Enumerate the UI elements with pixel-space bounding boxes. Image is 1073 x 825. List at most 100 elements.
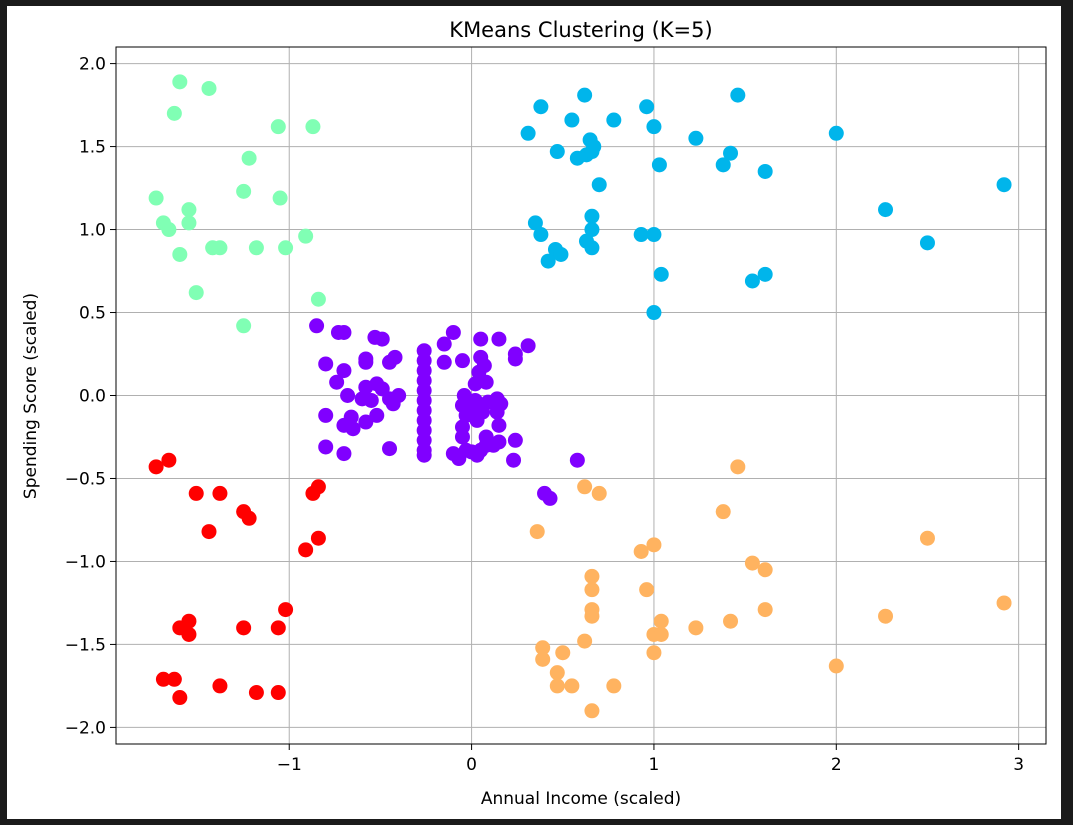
- cluster-4-point: [236, 620, 252, 636]
- cluster-3-point: [757, 562, 773, 578]
- cluster-2-point: [241, 150, 257, 166]
- y-tick-label: 1.0: [79, 221, 106, 241]
- cluster-1-point: [527, 215, 543, 231]
- cluster-2-point: [278, 240, 294, 256]
- cluster-2-point: [188, 285, 204, 301]
- cluster-0-point: [358, 414, 374, 430]
- cluster-2-point: [166, 105, 182, 121]
- cluster-0-point: [491, 417, 507, 433]
- cluster-2-point: [248, 240, 264, 256]
- ticks: −1 0 1 2 3 −2.0 −1.5 −1.0 −0.5 0.0 0.5 1.0 1.5 2.0: [65, 55, 1024, 775]
- cluster-3-point: [639, 582, 655, 598]
- y-tick-label: 2.0: [79, 55, 106, 75]
- cluster-1-point: [533, 227, 549, 243]
- cluster-3-point: [730, 459, 746, 475]
- cluster-1-point: [520, 125, 536, 141]
- y-axis-label: Spending Score (scaled): [21, 293, 41, 499]
- cluster-3-point: [584, 568, 600, 584]
- cluster-1-point: [653, 266, 669, 282]
- cluster-1-point: [584, 208, 600, 224]
- cluster-0-point: [369, 407, 385, 423]
- cluster-0-point: [506, 452, 522, 468]
- cluster-0-point: [467, 392, 483, 408]
- cluster-1-point: [639, 99, 655, 115]
- chart-title: KMeans Clustering (K=5): [449, 18, 712, 42]
- cluster-4-point: [212, 678, 228, 694]
- y-tick-label: 0.5: [79, 304, 106, 324]
- cluster-4-point: [172, 620, 188, 636]
- cluster-3-point: [723, 613, 739, 629]
- data-points: [148, 74, 1012, 719]
- cluster-0-point: [329, 374, 345, 390]
- cluster-4-point: [270, 620, 286, 636]
- cluster-3-point: [535, 651, 551, 667]
- cluster-4-point: [278, 602, 294, 618]
- cluster-0-point: [385, 396, 401, 412]
- cluster-1-point: [730, 87, 746, 103]
- cluster-3-point: [606, 678, 622, 694]
- cluster-0-point: [436, 336, 452, 352]
- cluster-0-point: [318, 356, 334, 372]
- cluster-2-point: [270, 119, 286, 135]
- cluster-1-point: [744, 273, 760, 289]
- cluster-2-point: [172, 74, 188, 90]
- cluster-4-point: [270, 685, 286, 701]
- cluster-4-point: [212, 485, 228, 501]
- cluster-2-point: [181, 215, 197, 231]
- cluster-3-point: [878, 608, 894, 624]
- cluster-0-point: [358, 354, 374, 370]
- cluster-4-point: [166, 671, 182, 687]
- y-tick-label: −0.5: [65, 469, 106, 489]
- cluster-1-point: [723, 145, 739, 161]
- cluster-0-point: [454, 429, 470, 445]
- cluster-0-point: [520, 338, 536, 354]
- y-tick-label: −1.5: [65, 635, 106, 655]
- cluster-1-point: [688, 130, 704, 146]
- cluster-4-point: [148, 459, 164, 475]
- x-tick-label: −1: [277, 755, 302, 775]
- cluster-0-point: [469, 412, 485, 428]
- cluster-0-point: [493, 396, 509, 412]
- cluster-1-point: [996, 177, 1012, 193]
- cluster-1-point: [577, 87, 593, 103]
- cluster-1-point: [757, 266, 773, 282]
- cluster-3-point: [757, 602, 773, 618]
- cluster-4-point: [241, 510, 257, 526]
- cluster-3-point: [584, 703, 600, 719]
- cluster-3-point: [535, 640, 551, 656]
- x-tick-label: 0: [466, 755, 477, 775]
- cluster-3-point: [529, 524, 545, 540]
- cluster-1-point: [606, 112, 622, 128]
- cluster-2-point: [161, 222, 177, 238]
- cluster-0-point: [363, 392, 379, 408]
- grid: [116, 47, 1046, 744]
- cluster-0-point: [542, 490, 558, 506]
- cluster-1-point: [553, 246, 569, 262]
- y-tick-label: −1.0: [65, 552, 106, 572]
- cluster-0-point: [436, 354, 452, 370]
- cluster-0-point: [464, 444, 480, 460]
- cluster-0-point: [382, 441, 398, 457]
- cluster-3-point: [549, 678, 565, 694]
- cluster-0-point: [382, 354, 398, 370]
- cluster-0-point: [485, 437, 501, 453]
- x-tick-label: 3: [1013, 755, 1024, 775]
- cluster-0-point: [507, 351, 523, 367]
- cluster-0-point: [478, 374, 494, 390]
- cluster-1-point: [715, 157, 731, 173]
- cluster-2-point: [272, 190, 288, 206]
- cluster-4-point: [188, 485, 204, 501]
- cluster-4-point: [201, 524, 217, 540]
- cluster-1-point: [586, 139, 602, 155]
- cluster-1-point: [646, 227, 662, 243]
- scatter-chart: −1 0 1 2 3 −2.0 −1.5 −1.0 −0.5 0.0 0.5 1.0 1.5 2.0 KM…: [21, 18, 1047, 809]
- cluster-3-point: [688, 620, 704, 636]
- cluster-3-point: [653, 626, 669, 642]
- cluster-1-point: [878, 202, 894, 218]
- cluster-1-point: [919, 235, 935, 251]
- cluster-1-point: [584, 240, 600, 256]
- cluster-1-point: [540, 253, 556, 269]
- cluster-0-point: [336, 363, 352, 379]
- cluster-1-point: [584, 222, 600, 238]
- cluster-2-point: [305, 119, 321, 135]
